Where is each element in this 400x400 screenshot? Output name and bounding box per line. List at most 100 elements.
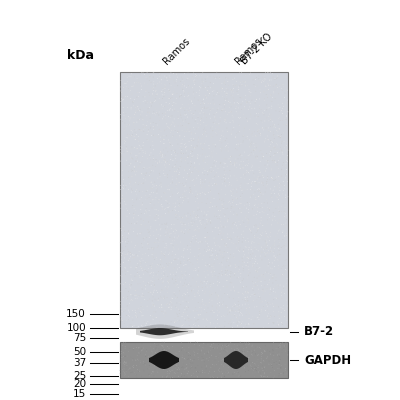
Point	[250, 365, 256, 372]
Point	[192, 108, 198, 114]
Point	[131, 254, 137, 260]
Point	[232, 134, 238, 140]
Point	[239, 239, 246, 245]
Point	[246, 200, 252, 207]
Point	[157, 149, 164, 155]
Point	[140, 218, 147, 224]
Point	[155, 215, 162, 222]
Point	[265, 153, 271, 160]
Point	[218, 186, 225, 193]
Point	[236, 70, 243, 76]
Point	[245, 106, 252, 112]
Point	[202, 184, 208, 190]
Point	[242, 259, 248, 265]
Point	[207, 219, 214, 226]
Point	[227, 361, 233, 367]
Point	[162, 85, 168, 92]
Point	[195, 114, 201, 121]
Point	[204, 153, 210, 160]
Point	[189, 115, 196, 121]
Point	[150, 246, 156, 252]
Point	[195, 139, 201, 145]
Point	[132, 244, 138, 251]
Point	[175, 373, 182, 380]
Point	[232, 160, 238, 166]
Point	[250, 262, 257, 268]
Point	[209, 357, 216, 364]
Point	[138, 70, 144, 76]
Point	[158, 134, 164, 140]
Point	[229, 88, 236, 94]
Point	[236, 306, 242, 312]
Point	[199, 352, 206, 358]
Point	[244, 76, 250, 82]
Point	[270, 339, 276, 346]
Point	[132, 163, 138, 169]
Point	[153, 314, 160, 321]
Point	[223, 168, 229, 175]
Point	[186, 315, 192, 322]
Point	[148, 190, 154, 196]
Point	[151, 218, 157, 224]
Point	[141, 283, 148, 289]
Point	[166, 301, 172, 307]
Point	[224, 87, 231, 93]
Point	[129, 196, 136, 202]
Point	[178, 146, 185, 153]
Point	[218, 296, 225, 302]
Point	[125, 168, 132, 175]
Point	[158, 77, 165, 83]
Point	[184, 281, 190, 288]
Point	[254, 267, 260, 273]
Point	[157, 362, 163, 368]
Point	[170, 91, 176, 98]
Point	[257, 368, 263, 375]
Point	[172, 226, 179, 233]
Point	[234, 245, 240, 251]
Point	[134, 232, 140, 239]
Point	[142, 192, 148, 199]
Point	[208, 149, 214, 155]
Point	[156, 295, 162, 302]
Point	[178, 92, 184, 98]
Point	[204, 284, 211, 290]
Point	[231, 186, 237, 192]
Point	[246, 93, 252, 99]
Point	[259, 172, 265, 178]
Point	[136, 292, 142, 298]
Point	[200, 357, 206, 363]
Point	[167, 303, 173, 310]
Point	[173, 95, 180, 102]
Point	[130, 364, 137, 371]
Point	[255, 356, 261, 363]
Point	[158, 196, 164, 202]
Point	[246, 301, 252, 308]
Point	[282, 342, 289, 348]
Point	[258, 192, 265, 199]
Point	[136, 138, 142, 144]
Point	[186, 110, 192, 116]
Point	[239, 348, 246, 354]
Point	[121, 347, 128, 353]
Point	[123, 146, 130, 152]
Point	[256, 73, 262, 79]
Point	[192, 78, 198, 85]
Point	[248, 192, 254, 199]
Point	[172, 164, 178, 171]
Point	[147, 344, 154, 350]
Point	[182, 272, 188, 278]
Point	[191, 283, 197, 289]
Point	[255, 188, 262, 194]
Point	[195, 362, 201, 369]
Point	[257, 190, 264, 196]
Point	[128, 166, 134, 172]
Point	[270, 320, 277, 326]
Point	[244, 212, 250, 218]
Point	[123, 364, 129, 370]
Point	[133, 197, 140, 203]
Point	[267, 286, 274, 293]
Point	[217, 136, 224, 142]
Point	[256, 273, 262, 279]
Point	[256, 187, 263, 193]
Point	[157, 227, 163, 233]
